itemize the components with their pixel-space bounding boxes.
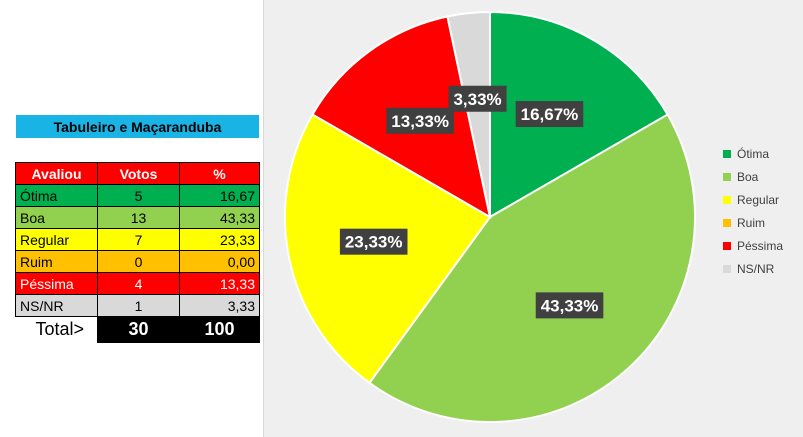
pie-slice-ns-nr xyxy=(446,10,491,218)
data-label: 23,33% xyxy=(339,228,408,255)
row-percent: 23,33 xyxy=(179,228,260,251)
data-label-text: 16,67% xyxy=(521,105,579,124)
row-votes: 0 xyxy=(97,250,180,273)
row-votes: 1 xyxy=(97,294,180,317)
legend-item: Regular xyxy=(723,188,783,211)
table-header-row: Avaliou Votos % xyxy=(15,162,260,185)
table-row: Ótima 5 16,67 xyxy=(15,184,260,207)
data-label-text: 13,33% xyxy=(391,112,449,131)
panel-divider xyxy=(263,0,264,437)
data-label-box xyxy=(535,292,604,319)
row-votes: 5 xyxy=(97,184,180,207)
legend-item: Ruim xyxy=(723,211,783,234)
data-label-box xyxy=(339,228,408,255)
row-percent: 43,33 xyxy=(179,206,260,229)
row-votes: 7 xyxy=(97,228,180,251)
chart-legend: Ótima Boa Regular Ruim Péssima NS/NR xyxy=(723,142,783,280)
legend-swatch xyxy=(723,264,731,273)
row-label: Regular xyxy=(15,228,98,251)
data-label-text: 23,33% xyxy=(345,233,403,252)
row-percent: 16,67 xyxy=(179,184,260,207)
row-votes: 13 xyxy=(97,206,180,229)
row-label: Ótima xyxy=(15,184,98,207)
table-row: Péssima 4 13,33 xyxy=(15,272,260,295)
legend-swatch xyxy=(723,241,731,250)
row-percent: 0,00 xyxy=(179,250,260,273)
legend-item: Ótima xyxy=(723,142,783,165)
table-title: Tabuleiro e Maçaranduba xyxy=(16,115,259,138)
legend-label: Péssima xyxy=(737,238,784,253)
data-label: 16,67% xyxy=(515,101,584,128)
header-percent: % xyxy=(179,162,260,185)
row-label: NS/NR xyxy=(15,294,98,317)
data-label: 3,33% xyxy=(448,85,507,112)
pie-chart: 16,67% 43,33% 23,33% 13,33%3,33% xyxy=(284,10,696,423)
table-row: Regular 7 23,33 xyxy=(15,228,260,251)
legend-label: Regular xyxy=(737,192,780,207)
data-label-text: 43,33% xyxy=(541,296,599,315)
data-label-box xyxy=(515,101,584,128)
data-label-box xyxy=(386,107,454,134)
total-percent: 100 xyxy=(179,316,260,343)
votes-table: Avaliou Votos % Ótima 5 16,67 Boa 13 43,33 Reg… xyxy=(15,162,260,343)
legend-swatch xyxy=(723,195,731,204)
legend-label: Ruim xyxy=(737,215,766,230)
row-label: Ruim xyxy=(15,250,98,273)
row-label: Péssima xyxy=(15,272,98,295)
row-votes: 4 xyxy=(97,272,180,295)
row-percent: 13,33 xyxy=(179,272,260,295)
pie-slice-boa xyxy=(368,113,696,423)
total-row: Total> 30 100 xyxy=(16,316,260,343)
table-row: Ruim 0 0,00 xyxy=(15,250,260,273)
row-label: Boa xyxy=(15,206,98,229)
total-votes: 30 xyxy=(97,316,180,343)
legend-label: Ótima xyxy=(737,146,770,161)
legend-item: Péssima xyxy=(723,234,783,257)
data-label-text: 3,33% xyxy=(453,90,501,109)
legend-item: NS/NR xyxy=(723,257,783,280)
header-avaliou: Avaliou xyxy=(15,162,98,185)
table-row: NS/NR 1 3,33 xyxy=(15,294,260,317)
data-label: 43,33% xyxy=(535,292,604,319)
data-label: 13,33% xyxy=(386,107,454,134)
header-votos: Votos xyxy=(97,162,180,185)
legend-label: Boa xyxy=(737,169,759,184)
total-label: Total> xyxy=(35,319,85,340)
legend-swatch xyxy=(723,149,731,158)
legend-swatch xyxy=(723,218,731,227)
data-label-box xyxy=(448,85,507,112)
row-percent: 3,33 xyxy=(179,294,260,317)
legend-label: NS/NR xyxy=(737,261,775,276)
legend-swatch xyxy=(723,172,731,181)
legend-item: Boa xyxy=(723,165,783,188)
table-row: Boa 13 43,33 xyxy=(15,206,260,229)
